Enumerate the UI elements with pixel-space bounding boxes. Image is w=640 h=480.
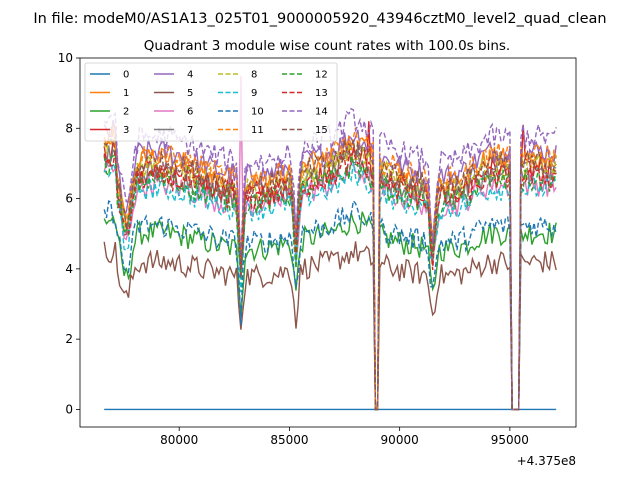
chart-title: Quadrant 3 module wise count rates with … [144,38,510,54]
y-tick-label: 8 [65,121,73,135]
legend-label-0: 0 [123,70,129,81]
series-line-13 [103,149,557,411]
x-tick-label: 95000 [491,433,529,447]
y-axis: 0 2 4 6 8 10 [58,51,80,416]
legend-label-6: 6 [187,107,193,118]
legend-label-10: 10 [251,107,264,118]
x-axis: 80000 85000 90000 95000 [160,427,529,447]
legend-label-15: 15 [315,125,328,136]
series-line-15 [103,138,557,411]
legend-label-8: 8 [251,70,257,81]
x-tick-label: 85000 [270,433,308,447]
legend-label-3: 3 [123,125,129,136]
legend-frame [84,62,338,142]
x-tick-label: 80000 [160,433,198,447]
y-tick-label: 6 [65,192,73,206]
legend-label-11: 11 [251,125,264,136]
legend-label-2: 2 [123,107,129,118]
y-tick-label: 2 [65,332,73,346]
plot-frame [79,57,577,428]
legend-label-9: 9 [251,88,257,99]
legend-label-1: 1 [123,88,129,99]
legend-label-7: 7 [187,125,193,136]
chart-suptitle: In file: modeM0/AS1A13_025T01_9000005920… [33,11,606,27]
legend-label-4: 4 [187,70,193,81]
x-offset-label: +4.375e8 [517,454,576,468]
series-line-12 [103,152,557,411]
x-tick-label: 90000 [381,433,419,447]
series-line-5 [103,241,557,411]
series-line-9 [103,160,557,411]
legend-label-14: 14 [315,107,328,118]
y-tick-label: 4 [65,262,73,276]
y-tick-label: 10 [58,51,73,65]
legend-label-12: 12 [315,70,328,81]
y-tick-label: 0 [65,402,73,416]
series-layer [103,75,557,411]
legend-label-5: 5 [187,88,193,99]
series-line-10 [103,199,557,411]
legend-label-13: 13 [315,88,328,99]
